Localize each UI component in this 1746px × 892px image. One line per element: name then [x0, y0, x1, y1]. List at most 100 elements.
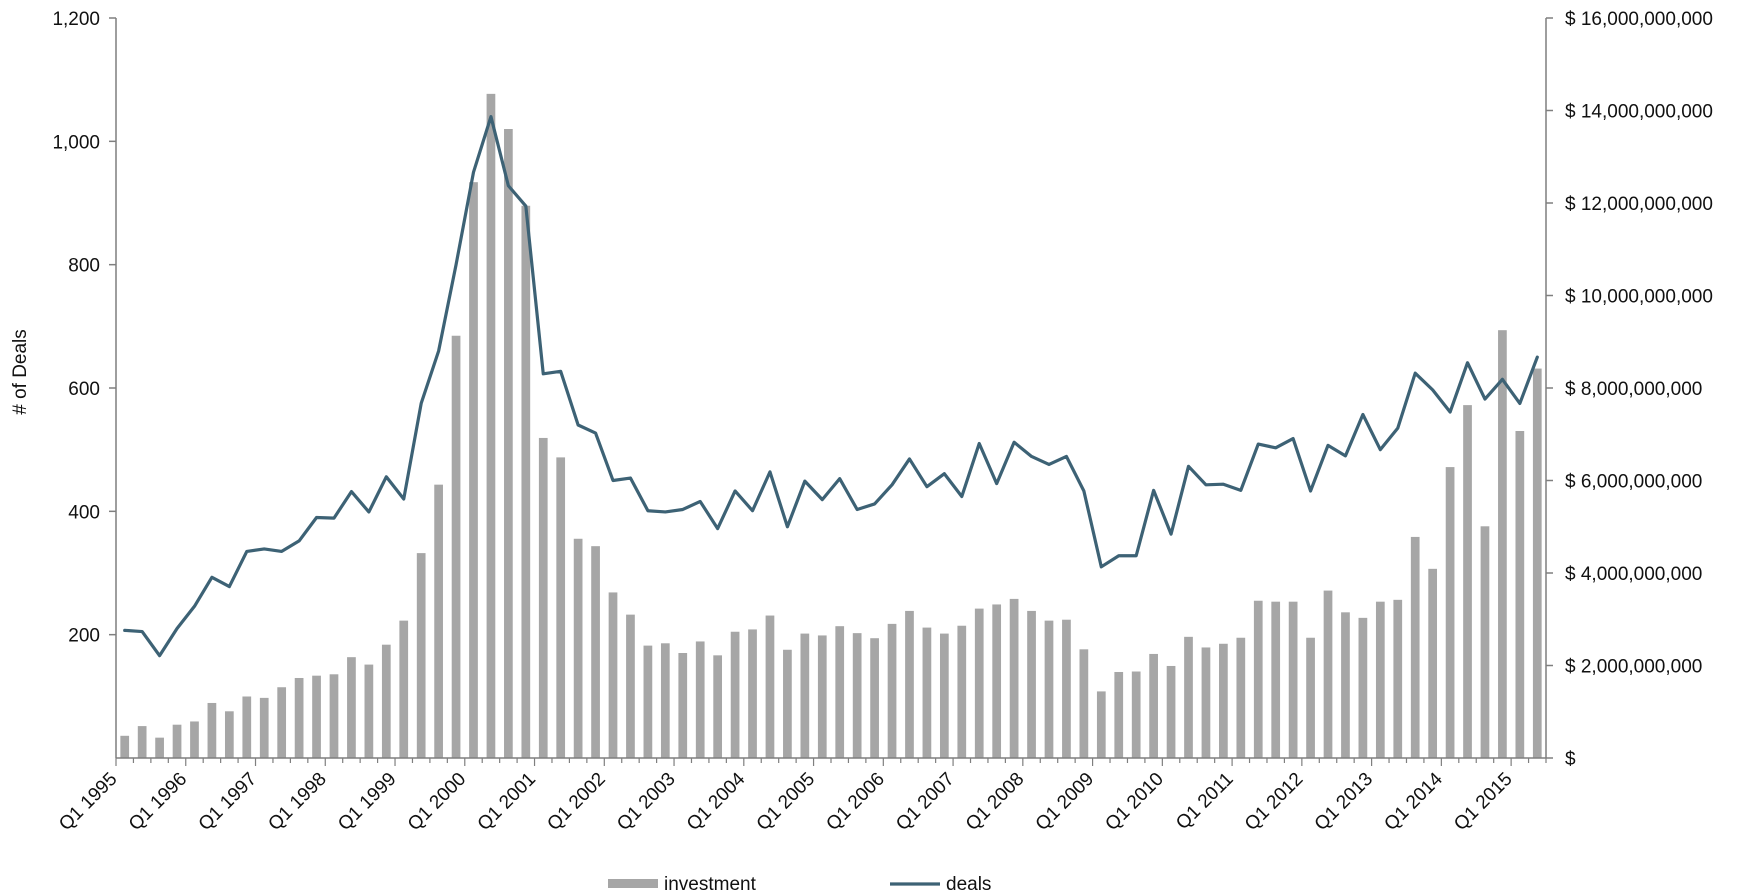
investment-bar — [992, 604, 1002, 758]
deals-point — [874, 503, 875, 504]
investment-bar — [277, 687, 287, 758]
x-tick-label: Q1 2004 — [683, 768, 750, 835]
investment-bar — [660, 643, 670, 758]
investment-bar — [1288, 601, 1298, 758]
deals-point — [996, 483, 997, 484]
investment-bar — [259, 697, 269, 759]
deals-point — [647, 510, 648, 511]
investment-bar — [608, 592, 618, 758]
deals-point — [1519, 403, 1520, 404]
y-axis-title: # of Deals — [10, 329, 31, 415]
deals-point — [926, 486, 927, 487]
investment-bar — [399, 620, 409, 758]
deals-point — [368, 511, 369, 512]
deals-point — [490, 116, 491, 117]
investment-bar — [835, 626, 845, 758]
investment-bar — [1358, 617, 1368, 758]
right-tick-label: $ 8,000,000,000 — [1565, 379, 1702, 400]
left-tick-label: 600 — [68, 379, 100, 400]
deals-point — [211, 577, 212, 578]
investment-bar — [1393, 599, 1403, 758]
deals-point — [1014, 442, 1015, 443]
deals-point — [1240, 490, 1241, 491]
right-tick-label: $ 12,000,000,000 — [1565, 194, 1713, 215]
x-tick-label: Q1 1996 — [125, 769, 191, 835]
investment-bar — [1009, 598, 1019, 758]
investment-bar — [1532, 368, 1542, 758]
investment-bar — [242, 696, 252, 758]
right-axis: $ $ 2,000,000,000 $ 4,000,000,000 $ 6,000,0… — [1545, 9, 1713, 770]
deals-point — [1275, 447, 1276, 448]
deals-point — [316, 517, 317, 518]
investment-bar — [329, 674, 339, 758]
legend-label-deals: deals — [946, 874, 991, 892]
deals-point — [403, 499, 404, 500]
investment-bar — [504, 129, 513, 758]
deals-point — [839, 478, 840, 479]
right-tick-label: $ 6,000,000,000 — [1565, 472, 1702, 493]
investment-bar — [1149, 653, 1158, 758]
investment-bar — [1201, 647, 1211, 758]
investment-bar — [364, 664, 374, 758]
investment-bar — [748, 629, 757, 758]
deals-point — [299, 540, 300, 541]
legend: investment deals — [608, 874, 991, 892]
right-tick-label: $ 2,000,000,000 — [1565, 657, 1702, 678]
investment-bar — [1323, 590, 1333, 758]
investment-bar — [1428, 568, 1438, 758]
investment-bars — [120, 93, 1542, 759]
deals-point — [1083, 490, 1084, 491]
legend-label-investment: investment — [664, 874, 757, 892]
investment-bar — [800, 633, 810, 758]
investment-bar — [556, 457, 566, 759]
deals-point — [281, 551, 282, 552]
deals-point — [1397, 428, 1398, 429]
deals-point — [142, 631, 143, 632]
left-tick-label: 800 — [68, 256, 100, 277]
investment-bar — [678, 653, 688, 758]
right-tick-label: $ 10,000,000,000 — [1565, 287, 1713, 308]
deals-point — [1537, 357, 1538, 358]
investment-bar — [521, 205, 531, 758]
investment-bar — [626, 614, 635, 759]
deals-point — [1205, 484, 1206, 485]
deals-point — [525, 206, 526, 207]
deals-point — [543, 373, 544, 374]
deals-point — [578, 425, 579, 426]
deals-point — [1484, 399, 1485, 400]
deals-point — [1362, 414, 1363, 415]
investment-bar — [137, 726, 147, 758]
left-tick-label: 200 — [68, 626, 100, 647]
deals-point — [1136, 555, 1137, 556]
investment-bar — [1044, 620, 1054, 758]
investment-bar — [887, 623, 897, 759]
investment-bar — [1515, 431, 1525, 758]
investment-bar — [1131, 671, 1141, 758]
investment-bar — [1236, 637, 1246, 758]
left-tick-label: 1,200 — [52, 9, 100, 30]
deals-point — [822, 499, 823, 500]
legend-swatch-investment — [608, 879, 658, 888]
investment-bar — [1410, 536, 1420, 758]
deals-point — [229, 586, 230, 587]
investment-bar — [1375, 601, 1385, 758]
x-tick-label: Q1 2010 — [1101, 769, 1167, 835]
deals-point — [961, 496, 962, 497]
investment-bar — [381, 644, 391, 758]
x-tick-label: Q1 2006 — [822, 769, 888, 835]
investment-bar — [591, 546, 600, 758]
deals-point — [1048, 464, 1049, 465]
deals-point — [1328, 445, 1329, 446]
investment-bar — [713, 655, 723, 758]
deals-point — [1118, 555, 1119, 556]
deals-point — [769, 471, 770, 472]
investment-bar — [870, 638, 879, 758]
deals-point — [1031, 456, 1032, 457]
investment-bar — [538, 437, 548, 758]
deals-point — [1345, 455, 1346, 456]
deals-point — [1188, 466, 1189, 467]
deals-point — [194, 606, 195, 607]
deals-point — [1153, 490, 1154, 491]
deals-point — [333, 518, 334, 519]
deals-point — [944, 473, 945, 474]
